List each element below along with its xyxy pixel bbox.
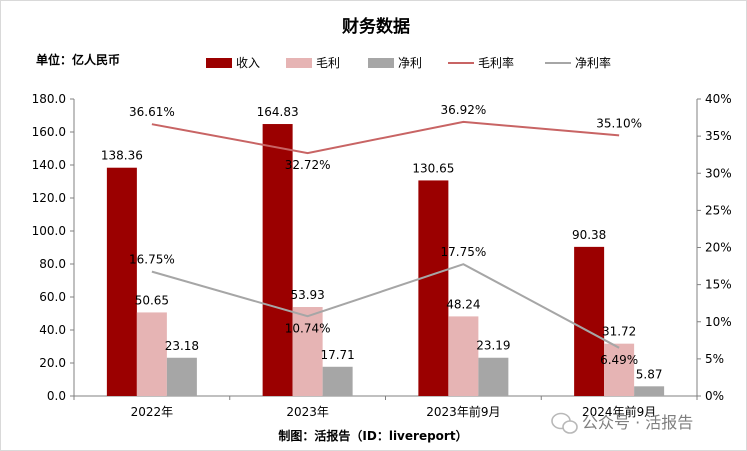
- line-value-label: 10.74%: [285, 321, 331, 335]
- bar-value-label: 17.71: [320, 348, 354, 362]
- line-净利率: [151, 263, 620, 349]
- bar-净利: [166, 357, 197, 396]
- bar-value-label: 130.65: [412, 161, 454, 175]
- bar-毛利: [292, 307, 323, 396]
- legend-label-净利: 净利: [398, 56, 422, 70]
- bar-value-label: 90.38: [572, 228, 606, 242]
- right-tick-label: 20%: [705, 241, 732, 255]
- bar-净利: [322, 366, 353, 396]
- left-tick-label: 100.0: [32, 224, 66, 238]
- legend-swatch-收入: [206, 58, 232, 68]
- bars: [106, 124, 665, 396]
- bar-value-label: 164.83: [257, 105, 299, 119]
- bar-value-label: 23.19: [476, 339, 510, 353]
- line-value-label: 6.49%: [600, 353, 638, 367]
- bar-value-label: 138.36: [101, 149, 143, 163]
- legend-swatch-毛利: [286, 58, 312, 68]
- bar-value-label: 48.24: [446, 297, 480, 311]
- line-value-label: 17.75%: [440, 245, 486, 259]
- right-tick-label: 35%: [705, 129, 732, 143]
- legend-label-净利率: 净利率: [575, 55, 611, 70]
- legend-label-毛利率: 毛利率: [478, 55, 514, 70]
- line-value-label: 16.75%: [129, 253, 175, 267]
- legend-label-毛利: 毛利: [316, 56, 340, 70]
- right-tick-label: 10%: [705, 315, 732, 329]
- bar-毛利: [448, 316, 479, 396]
- left-tick-label: 20.0: [39, 356, 66, 370]
- x-tick-label: 2022年: [131, 405, 174, 419]
- legend: 收入 毛利 净利 毛利率 净利率: [206, 55, 611, 70]
- left-tick-label: 180.0: [32, 92, 66, 106]
- left-tick-label: 140.0: [32, 158, 66, 172]
- bar-收入: [262, 124, 293, 396]
- bar-value-label: 5.87: [636, 367, 663, 381]
- right-tick-label: 15%: [705, 278, 732, 292]
- watermark-text: 公众号 · 活报告: [582, 413, 693, 432]
- left-tick-label: 40.0: [39, 323, 66, 337]
- wechat-icon: [551, 412, 578, 434]
- left-tick-label: 80.0: [39, 257, 66, 271]
- right-tick-label: 25%: [705, 203, 732, 217]
- line-value-label: 36.92%: [440, 103, 486, 117]
- data-labels: 138.36 164.83 130.65 90.38 50.65 53.93 48.24 31…: [101, 103, 663, 381]
- line-value-label: 35.10%: [596, 116, 642, 130]
- legend-label-收入: 收入: [236, 56, 260, 70]
- bar-收入: [106, 167, 137, 396]
- bar-收入: [574, 246, 605, 396]
- watermark: 公众号 · 活报告: [551, 412, 693, 434]
- bar-毛利: [604, 343, 635, 396]
- bar-净利: [478, 357, 509, 396]
- line-value-label: 32.72%: [285, 158, 331, 172]
- line-value-label: 36.61%: [129, 105, 175, 119]
- bar-value-label: 31.72: [602, 325, 636, 339]
- line-毛利率: [151, 120, 620, 155]
- bar-净利: [634, 386, 665, 396]
- chart-title: 财务数据: [341, 16, 410, 37]
- legend-swatch-净利: [368, 58, 394, 68]
- lines: [151, 120, 620, 349]
- credit-text: 制图：活报告（ID：livereport）: [278, 428, 467, 443]
- axes: 0.0 20.0 40.0 60.0 80.0 100.0 120.0 140.0 160.0 1…: [32, 92, 732, 419]
- bar-毛利: [136, 312, 167, 396]
- left-tick-label: 120.0: [32, 191, 66, 205]
- x-tick-label: 2023年: [286, 405, 329, 419]
- left-tick-label: 60.0: [39, 290, 66, 304]
- x-tick-label: 2023年前9月: [426, 404, 500, 419]
- unit-label: 单位：亿人民币: [36, 52, 120, 67]
- bar-收入: [418, 180, 449, 396]
- bar-value-label: 23.18: [165, 339, 199, 353]
- left-tick-label: 0.0: [47, 389, 66, 403]
- left-tick-label: 160.0: [32, 125, 66, 139]
- right-tick-label: 40%: [705, 92, 732, 106]
- right-tick-label: 0%: [705, 389, 724, 403]
- bar-value-label: 50.65: [135, 293, 169, 307]
- bar-value-label: 53.93: [290, 288, 324, 302]
- right-tick-label: 30%: [705, 166, 732, 180]
- x-tick-label: 2024年前9月: [582, 404, 656, 419]
- right-tick-label: 5%: [705, 352, 724, 366]
